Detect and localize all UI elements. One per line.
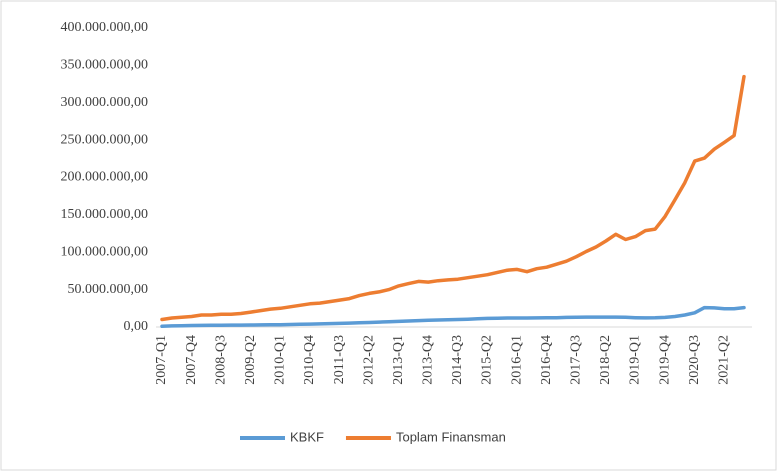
x-tick-label: 2016-Q4 bbox=[539, 335, 554, 385]
x-tick-label: 2012-Q2 bbox=[361, 335, 376, 385]
x-tick-label: 2021-Q2 bbox=[716, 335, 731, 385]
x-tick-label: 2011-Q3 bbox=[332, 335, 347, 384]
legend-label: KBKF bbox=[290, 429, 324, 444]
y-tick-label: 400.000.000,00 bbox=[61, 20, 149, 35]
x-tick-label: 2007-Q4 bbox=[184, 335, 199, 385]
x-tick-label: 2007-Q1 bbox=[154, 335, 169, 385]
y-tick-label: 250.000.000,00 bbox=[61, 132, 149, 147]
x-tick-label: 2013-Q4 bbox=[421, 335, 436, 385]
x-tick-label: 2014-Q3 bbox=[450, 335, 465, 385]
y-tick-label: 350.000.000,00 bbox=[61, 58, 149, 73]
x-tick-label: 2019-Q4 bbox=[657, 335, 672, 385]
x-tick-label: 2010-Q4 bbox=[302, 335, 317, 385]
y-tick-label: 50.000.000,00 bbox=[68, 282, 149, 297]
x-tick-label: 2020-Q3 bbox=[687, 335, 702, 385]
y-tick-label: 150.000.000,00 bbox=[61, 207, 149, 222]
x-tick-label: 2016-Q1 bbox=[509, 335, 524, 385]
x-tick-label: 2008-Q3 bbox=[213, 335, 228, 385]
x-tick-label: 2019-Q1 bbox=[628, 335, 643, 385]
legend-label: Toplam Finansman bbox=[396, 429, 506, 444]
x-tick-label: 2009-Q2 bbox=[243, 335, 258, 385]
x-tick-label: 2018-Q2 bbox=[598, 335, 613, 385]
y-tick-label: 300.000.000,00 bbox=[61, 95, 149, 110]
x-tick-label: 2013-Q1 bbox=[391, 335, 406, 385]
y-tick-label: 100.000.000,00 bbox=[61, 244, 149, 259]
y-tick-label: 0,00 bbox=[124, 319, 149, 334]
x-tick-label: 2015-Q2 bbox=[480, 335, 495, 385]
x-tick-label: 2010-Q1 bbox=[273, 335, 288, 385]
series-line bbox=[160, 74, 746, 322]
y-tick-label: 200.000.000,00 bbox=[61, 170, 149, 185]
series-line bbox=[160, 305, 746, 329]
x-tick-label: 2017-Q3 bbox=[569, 335, 584, 385]
